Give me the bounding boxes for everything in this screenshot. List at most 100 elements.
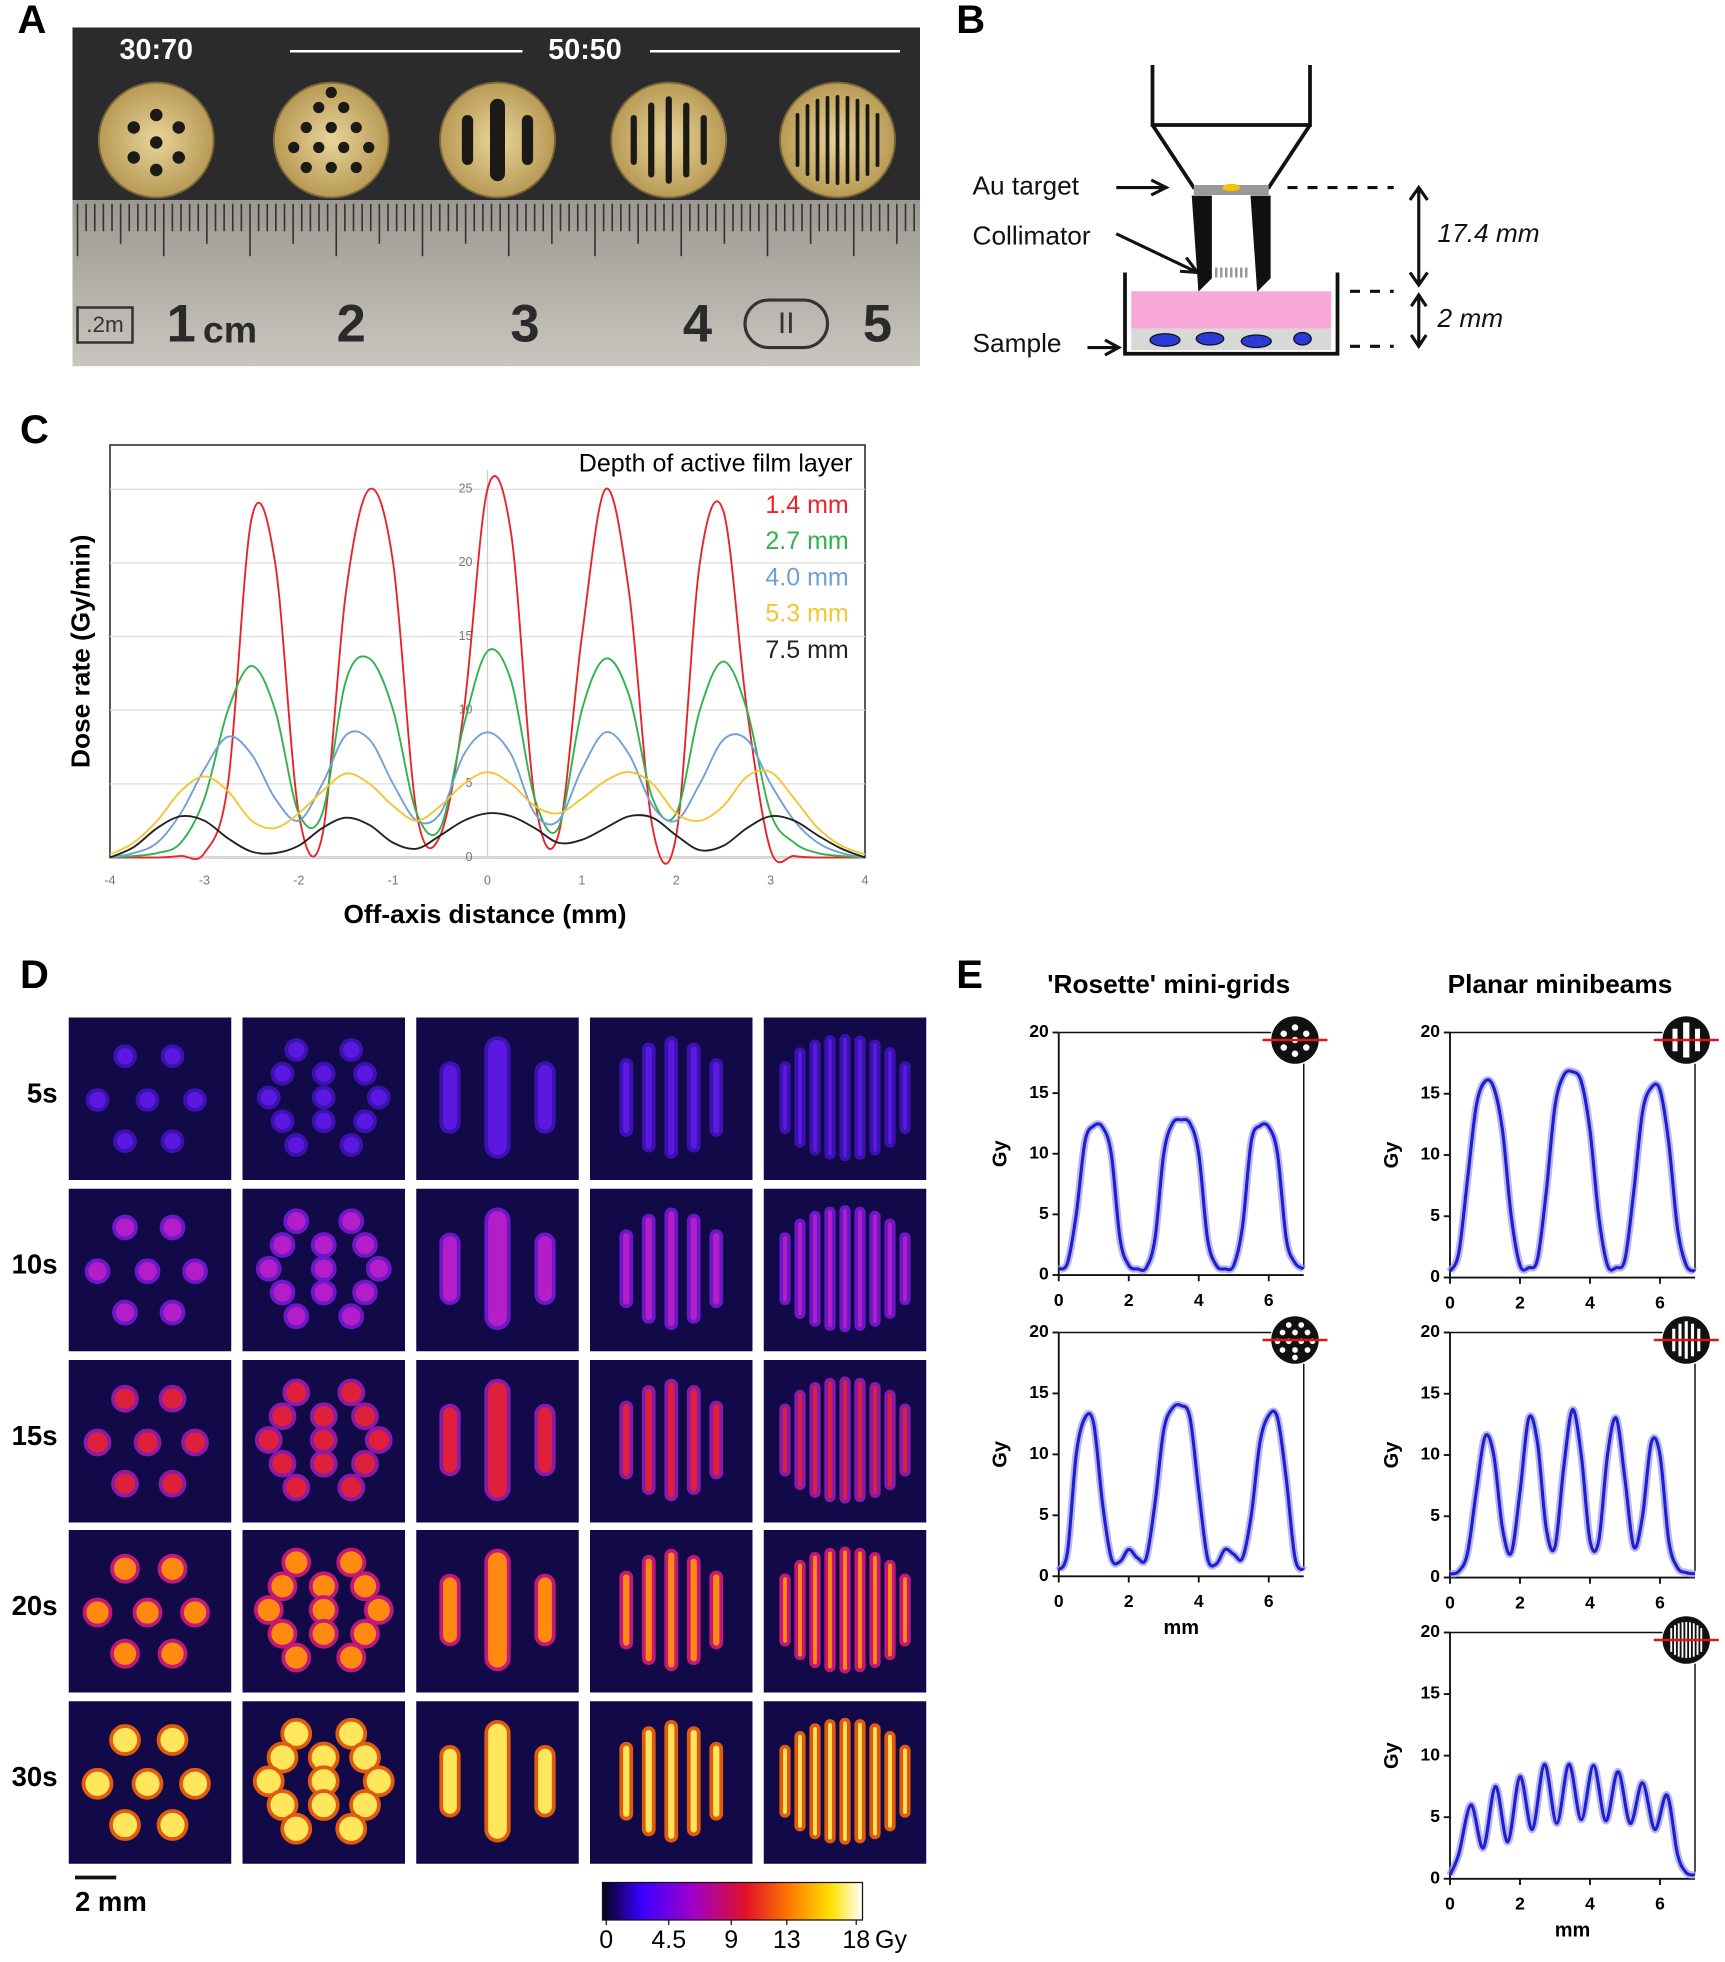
dose-stripe (641, 1213, 656, 1324)
dose-spot (280, 1717, 313, 1750)
dose-spot (365, 1255, 392, 1282)
dose-spot (350, 1571, 380, 1602)
scale-bar-label: 2 mm (75, 1886, 147, 1917)
icon-hole (1280, 1044, 1287, 1051)
dose-spot (254, 1426, 283, 1454)
dose-spot (336, 1547, 367, 1578)
dose-spot (132, 1597, 163, 1628)
dose-stripe (794, 1047, 806, 1148)
y-axis-title: Gy (990, 1440, 1012, 1468)
dose-stripe (709, 1741, 724, 1821)
x-tick-label: 4 (1585, 1894, 1595, 1914)
dose-spot (85, 1088, 110, 1112)
dose-spot (283, 1208, 310, 1235)
disc-hole (683, 102, 690, 178)
dose-stripe (439, 1403, 461, 1477)
collimator-icon (1653, 1616, 1719, 1664)
x-tick-label: 0 (1054, 1591, 1064, 1611)
dose-stripe (899, 1403, 911, 1477)
dose-map (590, 1017, 753, 1180)
dose-stripe (899, 1061, 911, 1134)
arrow (1116, 178, 1170, 197)
dose-map (68, 1188, 232, 1352)
dose-spot (280, 1812, 313, 1845)
x-tick-label: -2 (293, 874, 304, 888)
dose-map (242, 1701, 405, 1864)
dose-spot (160, 1129, 185, 1154)
panel-letter: B (956, 0, 985, 42)
dose-stripe (854, 1035, 866, 1160)
disc-hole (288, 141, 300, 154)
dose-map (68, 1017, 232, 1180)
dose-stripe (824, 1719, 836, 1844)
x-tick-label: 1 (578, 874, 585, 888)
dose-map (416, 1188, 579, 1352)
dose-stripe (641, 1042, 656, 1153)
y-tick-label: 15 (1421, 1382, 1441, 1402)
dose-spot (269, 1279, 296, 1306)
disc-hole (461, 115, 474, 166)
y-tick-label: 5 (466, 776, 473, 790)
dose-map (763, 1701, 927, 1864)
dose-spot (335, 1812, 368, 1845)
dose-spot (353, 1061, 377, 1086)
time-label: 20s (12, 1590, 58, 1621)
y-tick-label: 0 (1430, 1266, 1440, 1286)
y-tick-label: 20 (1421, 1321, 1441, 1341)
arrow (1115, 232, 1201, 275)
disc-hole (815, 98, 820, 182)
time-label: 10s (12, 1249, 58, 1280)
colorbar-tick-label: 13 (773, 1926, 801, 1954)
dose-map (763, 1188, 927, 1352)
dose-stripe (899, 1573, 911, 1647)
dose-spot (349, 1789, 381, 1821)
dose-spot (183, 1088, 207, 1112)
diagram (1087, 65, 1429, 357)
dose-spot (255, 1255, 282, 1282)
disc-hole (350, 121, 362, 134)
dose-map (763, 1360, 927, 1523)
dose-spot (179, 1767, 211, 1800)
dose-stripe (439, 1573, 461, 1647)
dose-spot (110, 1553, 140, 1584)
dose-spot (366, 1085, 391, 1110)
panel-letter: D (20, 953, 49, 997)
dose-map (68, 1530, 232, 1693)
dose-map (416, 1701, 579, 1864)
dose-spot (282, 1378, 311, 1407)
dose-stripe (839, 1717, 851, 1845)
x-tick-label: 4 (1194, 1290, 1204, 1310)
dose-stripe (839, 1376, 851, 1504)
dose-spot (135, 1088, 160, 1112)
disc-hole (865, 104, 870, 176)
dose-spot (353, 1109, 377, 1134)
ruler-number: 1 (167, 294, 196, 353)
icon-hole (1303, 1044, 1310, 1051)
ruler-number: 4 (683, 294, 712, 353)
ruler-unit: cm (203, 308, 257, 350)
icon-hole (1280, 1030, 1287, 1037)
disc-hole (172, 121, 185, 134)
disc-hole (350, 161, 362, 174)
dose-spot (351, 1449, 379, 1478)
dose-stripe (809, 1382, 821, 1498)
disc-hole (630, 115, 637, 166)
dose-spot (158, 1469, 187, 1498)
line (109, 648, 866, 859)
dose-spot (159, 1299, 186, 1326)
error-band (1446, 1067, 1698, 1275)
dose-stripe (899, 1744, 911, 1818)
line (109, 730, 866, 859)
dose-stripe (484, 1720, 511, 1843)
dose-spot (352, 1279, 378, 1306)
dose-map (242, 1360, 405, 1523)
icon-hole (1304, 1347, 1311, 1353)
x-tick-label: 2 (673, 874, 680, 888)
dose-spot (109, 1809, 141, 1841)
dose-spot (112, 1214, 138, 1241)
line (1449, 1408, 1696, 1576)
dose-spot (281, 1547, 312, 1578)
dose-stripe (534, 1573, 556, 1647)
dose-stripe (619, 1741, 634, 1821)
